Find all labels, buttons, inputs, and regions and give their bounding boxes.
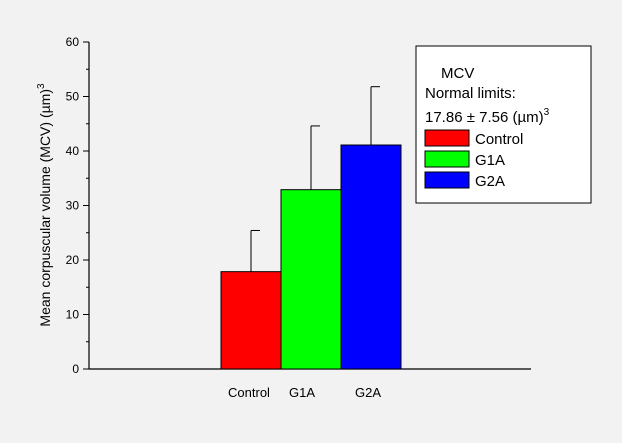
legend-swatch-control xyxy=(424,129,470,147)
legend-label-g2a: G2A xyxy=(475,173,505,190)
x-tick-labels: Control G1A G2A xyxy=(228,385,381,400)
legend-title: MCV xyxy=(441,65,474,82)
legend: MCV Normal limits: 17.86 ± 7.56 (µm)3 Co… xyxy=(415,45,592,204)
y-axis-label: Mean corpuscular volume (MCV) (µm)3 xyxy=(36,83,53,327)
bar-control xyxy=(220,271,282,370)
bar-g1a xyxy=(280,189,342,370)
y-tick-label: 20 xyxy=(66,253,80,267)
legend-range: 17.86 ± 7.56 (µm)3 xyxy=(425,107,550,126)
y-tick-label: 50 xyxy=(66,90,80,104)
x-tick-label-control: Control xyxy=(228,385,270,400)
legend-label-g1a: G1A xyxy=(475,152,505,169)
legend-swatch-g1a xyxy=(424,150,470,168)
y-tick-label: 0 xyxy=(72,362,79,376)
error-bars xyxy=(250,86,380,272)
legend-range-text: 17.86 ± 7.56 (µm) xyxy=(425,109,544,126)
y-tick-label: 60 xyxy=(66,35,80,49)
legend-label-control: Control xyxy=(475,131,523,148)
legend-subtitle: Normal limits: xyxy=(425,85,516,102)
legend-entries: Control G1A G2A xyxy=(424,129,523,190)
x-tick-label-g1a: G1A xyxy=(289,385,315,400)
legend-swatch-g2a xyxy=(424,171,470,189)
bar-g2a xyxy=(340,144,402,370)
y-tick-label: 30 xyxy=(66,199,80,213)
x-tick-label-g2a: G2A xyxy=(355,385,381,400)
y-ticks: 0 10 20 30 40 50 60 xyxy=(66,35,89,376)
legend-range-sup: 3 xyxy=(544,107,550,118)
y-tick-label: 10 xyxy=(66,308,80,322)
bars xyxy=(220,144,402,370)
y-axis-label-sup: 3 xyxy=(36,83,47,89)
y-tick-label: 40 xyxy=(66,144,80,158)
y-axis-label-text: Mean corpuscular volume (MCV) (µm) xyxy=(37,89,53,327)
